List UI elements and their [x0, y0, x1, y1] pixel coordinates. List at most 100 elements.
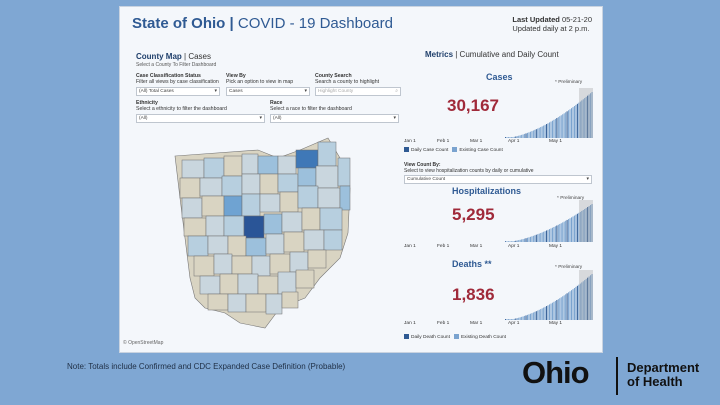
county-shape[interactable] [199, 177, 223, 197]
county-shape[interactable] [219, 273, 239, 295]
chart-bar [513, 136, 515, 138]
chart-bar [546, 306, 548, 320]
county-shape[interactable] [181, 197, 203, 219]
chart-bar [541, 126, 543, 138]
county-shape[interactable] [279, 191, 299, 213]
county-shape[interactable] [179, 177, 201, 199]
county-shape[interactable] [201, 195, 225, 217]
county-shape[interactable] [283, 231, 305, 253]
county-shape[interactable] [207, 235, 229, 255]
county-shape[interactable] [277, 155, 297, 175]
county-shape[interactable] [187, 235, 209, 257]
county-shape[interactable] [339, 185, 351, 211]
chart-bar [551, 302, 553, 320]
county-shape[interactable] [213, 253, 233, 275]
county-shape[interactable] [243, 215, 265, 239]
county-shape[interactable] [205, 215, 225, 237]
county-shape[interactable] [245, 293, 267, 313]
chart-bar [559, 223, 561, 242]
county-search-input[interactable]: Highlight County ⌕ [315, 87, 401, 96]
county-shapes[interactable] [179, 141, 351, 315]
classification-select[interactable]: (All) Total Cases ▾ [136, 87, 220, 96]
chart-bar [576, 103, 578, 138]
chart-bar [524, 238, 526, 242]
chart-bar [519, 317, 521, 320]
county-shape[interactable] [181, 159, 205, 179]
county-shape[interactable] [183, 217, 207, 237]
county-shape[interactable] [265, 293, 283, 315]
chart-bar [521, 239, 523, 242]
county-shape[interactable] [241, 193, 261, 217]
chart-bar [510, 241, 512, 242]
county-shape[interactable] [337, 157, 351, 187]
county-shape[interactable] [257, 155, 279, 175]
county-shape[interactable] [237, 273, 259, 295]
chart-bar [571, 108, 573, 138]
race-select[interactable]: (All) ▾ [270, 114, 399, 123]
county-shape[interactable] [227, 293, 247, 313]
county-shape[interactable] [257, 275, 279, 295]
search-icon: ⌕ [395, 88, 398, 94]
county-shape[interactable] [227, 235, 247, 257]
county-shape[interactable] [317, 187, 341, 209]
county-shape[interactable] [277, 271, 297, 295]
chart-bar [563, 113, 565, 138]
chart-bar [531, 131, 533, 138]
county-shape[interactable] [223, 155, 243, 177]
county-shape[interactable] [241, 173, 261, 195]
county-shape[interactable] [265, 233, 285, 255]
county-shape[interactable] [259, 173, 279, 195]
county-shape[interactable] [301, 207, 321, 231]
view-count-select[interactable]: Cumulative Count ▾ [404, 175, 592, 184]
chart-bar [544, 231, 546, 242]
chart-bar [585, 278, 587, 320]
view-by-select[interactable]: Cases ▾ [226, 87, 310, 96]
chart-bar [528, 132, 530, 138]
county-shape[interactable] [303, 229, 325, 251]
county-shape[interactable] [317, 141, 337, 167]
chart-bar [585, 208, 587, 242]
county-shape[interactable] [289, 251, 309, 273]
county-shape[interactable] [199, 275, 221, 295]
daily-swatch [404, 334, 409, 339]
preliminary-shade [579, 88, 593, 138]
filter-help-text: Filter all views by case classification [136, 79, 219, 85]
county-shape[interactable] [319, 207, 343, 231]
county-shape[interactable] [269, 253, 291, 275]
county-shape[interactable] [193, 255, 215, 277]
county-shape[interactable] [295, 149, 319, 169]
county-shape[interactable] [221, 175, 243, 197]
county-shape[interactable] [251, 255, 271, 277]
metrics-title: Metrics | Cumulative and Daily Count [425, 50, 559, 59]
chart-bar [549, 304, 551, 320]
last-updated-label: Last Updated [512, 15, 560, 24]
county-shape[interactable] [297, 167, 317, 187]
county-shape[interactable] [281, 211, 303, 233]
county-shape[interactable] [281, 291, 299, 309]
chart-bar [562, 114, 564, 138]
county-shape[interactable] [277, 173, 299, 193]
ohio-county-map[interactable] [170, 128, 365, 333]
last-updated: Last Updated 05-21-20 Updated daily at 2… [512, 15, 592, 33]
county-shape[interactable] [223, 195, 243, 217]
x-tick-label: Apr 1 [508, 321, 520, 326]
chart-bar [556, 300, 558, 320]
filter-label-text: Race [270, 100, 283, 106]
x-tick-label: Mar 1 [470, 244, 483, 249]
county-shape[interactable] [263, 213, 283, 235]
county-shape[interactable] [241, 153, 259, 175]
county-shape[interactable] [231, 255, 253, 275]
ethnicity-select[interactable]: (All) ▾ [136, 114, 265, 123]
county-shape[interactable] [223, 215, 245, 237]
county-shape[interactable] [207, 293, 229, 311]
county-shape[interactable] [307, 249, 327, 269]
chart-bar [575, 104, 577, 138]
chart-bar [581, 210, 583, 242]
county-shape[interactable] [315, 165, 339, 189]
county-shape[interactable] [323, 229, 343, 251]
county-shape[interactable] [297, 185, 319, 209]
county-shape[interactable] [203, 157, 225, 179]
county-shape[interactable] [295, 269, 315, 289]
county-shape[interactable] [259, 193, 281, 213]
county-shape[interactable] [245, 237, 267, 257]
